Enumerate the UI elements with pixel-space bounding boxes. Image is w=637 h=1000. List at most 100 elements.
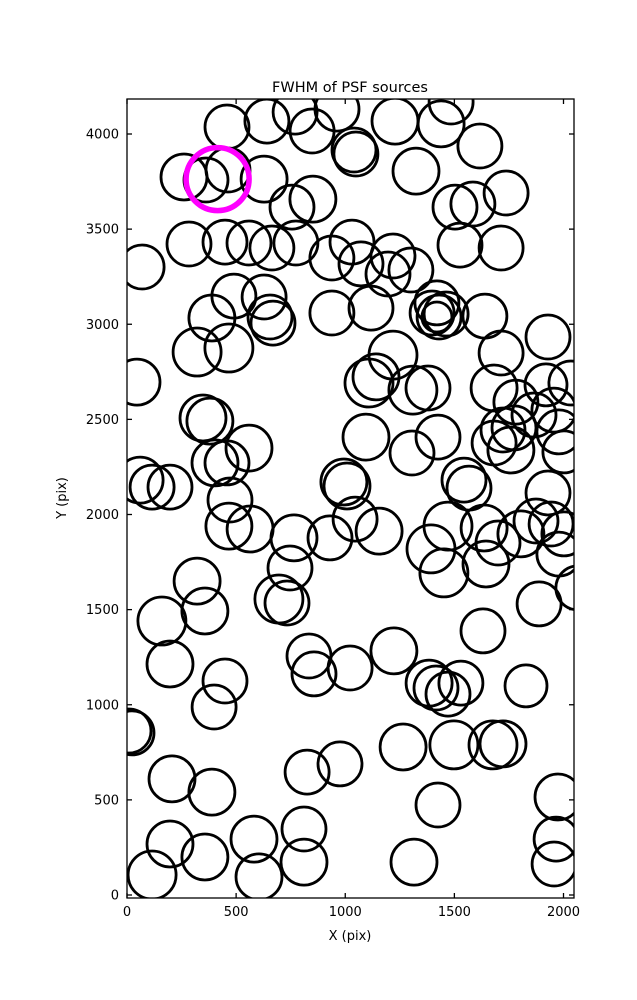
tick-label: 0	[123, 905, 131, 920]
tick-label: 1500	[86, 603, 119, 618]
psf-source-circle	[387, 246, 435, 294]
psf-source-circle	[369, 232, 417, 280]
psf-source-circle	[427, 99, 475, 126]
psf-source-circle	[330, 126, 378, 174]
psf-source-circle	[225, 504, 275, 554]
psf-source-circle	[225, 219, 273, 267]
psf-source-circle	[369, 626, 419, 676]
psf-source-circle	[431, 183, 479, 231]
psf-source-circle	[547, 359, 574, 407]
psf-source-circle	[246, 293, 294, 341]
psf-source-circle	[535, 408, 574, 456]
psf-source-circle	[424, 670, 472, 718]
psf-source-circle	[459, 503, 509, 553]
tick-label: 1000	[329, 905, 362, 920]
psf-source-circle	[533, 772, 574, 822]
psf-source-circle	[206, 476, 254, 524]
psf-source-circle	[240, 273, 288, 321]
psf-source-circle	[308, 234, 356, 282]
psf-source-circle	[428, 719, 480, 771]
psf-source-circle	[418, 547, 470, 599]
psf-source-circle	[503, 663, 549, 709]
psf-source-circle	[326, 644, 374, 692]
psf-source-circle	[283, 748, 331, 796]
psf-source-circle	[190, 683, 238, 731]
psf-source-circle	[387, 364, 439, 416]
psf-source-circle	[437, 659, 485, 707]
psf-source-circle	[190, 438, 240, 488]
psf-source-circle	[201, 218, 249, 266]
psf-source-circle	[316, 740, 364, 788]
chart-title: FWHM of PSF sources	[272, 80, 428, 96]
psf-source-circle	[331, 495, 379, 543]
psf-source-circle	[436, 221, 484, 269]
psf-source-circle	[378, 722, 428, 772]
psf-source-circle	[351, 352, 401, 402]
psf-source-circle	[171, 326, 223, 378]
psf-source-circle	[332, 130, 380, 178]
psf-source-circle	[272, 219, 320, 267]
psf-source-circle	[136, 595, 188, 647]
psf-source-circle	[456, 122, 504, 170]
psf-source-circle	[370, 99, 420, 146]
psf-source-circle	[306, 514, 354, 562]
psf-source-circle	[268, 183, 316, 231]
psf-source-circle	[180, 832, 230, 882]
psf-source-circle	[145, 639, 195, 689]
psf-source-circle	[224, 423, 274, 473]
psf-source-circle	[388, 429, 436, 477]
psf-source-circle	[477, 329, 525, 377]
psf-source-circle	[422, 290, 470, 338]
psf-source-circle	[459, 607, 507, 655]
tick-label: 1500	[438, 905, 471, 920]
psf-source-circle	[347, 284, 395, 332]
tick-label: 2000	[547, 905, 580, 920]
tick-label: 1000	[86, 698, 119, 713]
psf-source-circle	[248, 224, 296, 272]
tick-label: 500	[224, 905, 249, 920]
psf-source-circle	[532, 815, 574, 863]
psf-source-circle	[524, 313, 572, 361]
x-axis-label: X (pix)	[329, 929, 372, 944]
psf-source-circle	[530, 840, 574, 888]
psf-source-circle	[146, 463, 194, 511]
psf-source-circle	[127, 849, 178, 898]
psf-source-circle	[541, 429, 574, 475]
highlighted-psf-source-circle	[183, 144, 252, 214]
psf-source-circle	[322, 461, 372, 511]
psf-source-circle	[249, 299, 297, 347]
psf-source-circle	[414, 781, 462, 829]
psf-source-circle	[389, 837, 439, 887]
psf-source-circle	[243, 99, 291, 145]
tick-label: 2500	[86, 413, 119, 428]
psf-source-circle	[554, 564, 574, 611]
psf-source-circle	[496, 509, 546, 559]
psf-source-circle	[523, 362, 569, 408]
psf-source-circle	[145, 819, 195, 869]
psf-source-circle	[391, 146, 441, 196]
psf-source-circle	[313, 99, 361, 133]
psf-source-circle	[540, 510, 574, 558]
psf-source-circle	[201, 657, 249, 705]
psf-source-circle	[492, 378, 540, 426]
psf-source-circle	[416, 99, 466, 149]
psf-source-circle	[308, 289, 356, 337]
psf-source-circle	[440, 456, 488, 504]
psf-source-circle	[280, 805, 328, 853]
psf-source-circle	[127, 455, 165, 505]
psf-source-circle	[467, 719, 519, 771]
psf-source-circle	[482, 169, 530, 217]
psf-source-circle	[269, 513, 319, 563]
psf-source-circle	[229, 814, 279, 864]
psf-source-circle	[319, 457, 369, 507]
psf-source-circle	[263, 579, 311, 627]
psf-source-circle	[408, 289, 456, 337]
psf-source-circle	[512, 497, 560, 545]
psf-source-circle	[420, 300, 454, 334]
psf-source-circle	[203, 439, 251, 487]
psf-source-circle	[354, 506, 404, 556]
psf-source-circle	[413, 279, 461, 327]
psf-source-circle	[234, 852, 284, 898]
psf-source-circle	[185, 396, 235, 446]
